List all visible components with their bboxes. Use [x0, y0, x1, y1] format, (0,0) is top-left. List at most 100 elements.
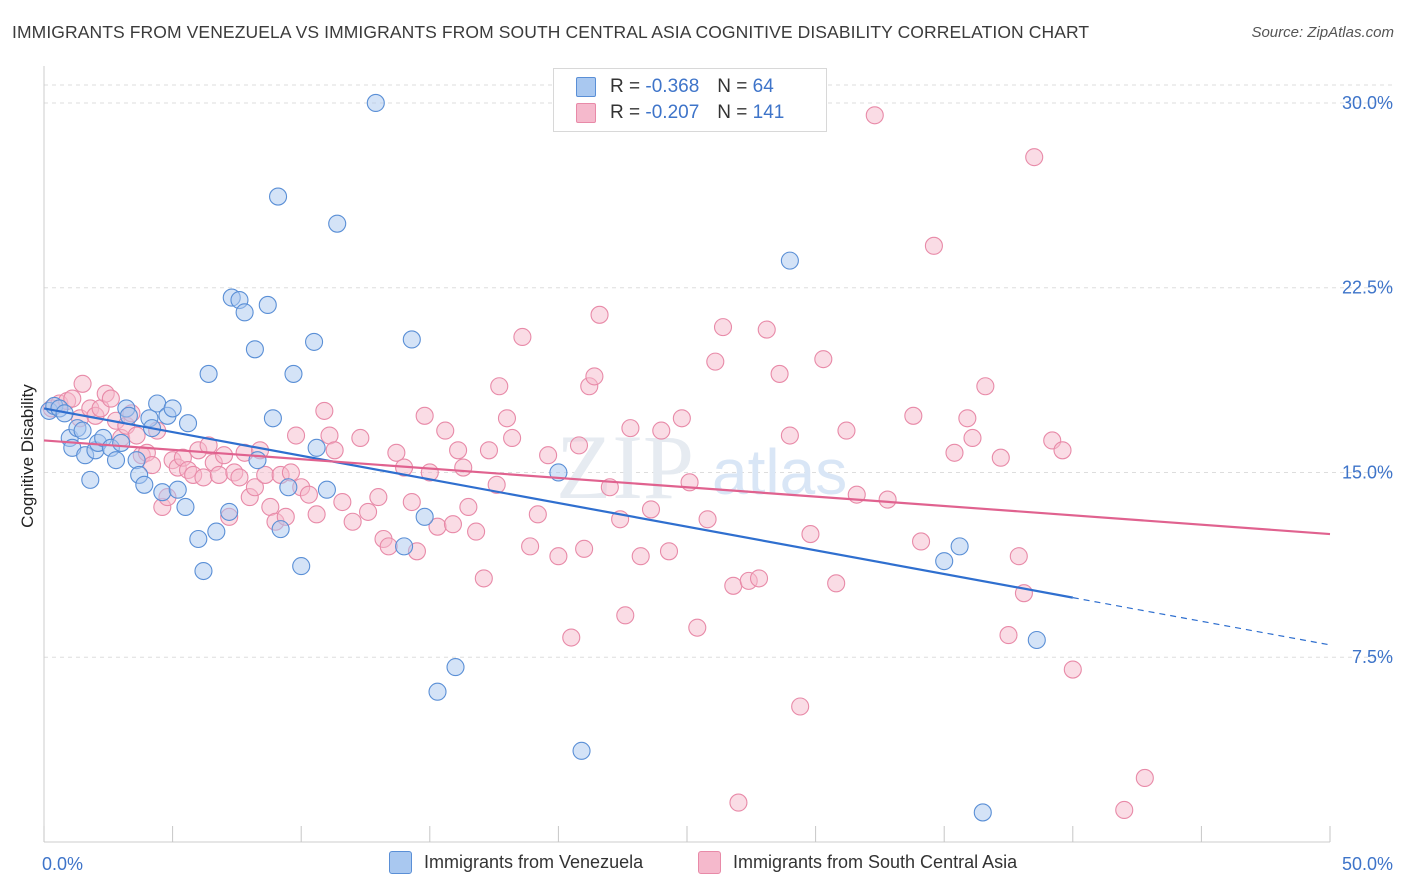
- south-central-asia-point: [706, 352, 725, 371]
- south-central-asia-point: [351, 428, 370, 448]
- south-central-asia-point: [325, 441, 344, 460]
- venezuela-point: [935, 552, 954, 571]
- south-central-asia-point: [443, 515, 462, 534]
- south-central-asia-point: [281, 463, 300, 482]
- south-central-asia-point: [387, 443, 406, 462]
- south-central-asia-point: [814, 350, 833, 369]
- r-value: -0.368: [645, 76, 700, 97]
- south-central-asia-point: [539, 446, 558, 465]
- legend-swatch-venezuela: [576, 77, 596, 97]
- venezuela-point: [1027, 630, 1046, 650]
- venezuela-point: [189, 529, 208, 549]
- south-central-asia-point: [474, 569, 493, 588]
- south-central-asia-point: [837, 421, 856, 440]
- south-central-asia-point: [672, 409, 691, 428]
- south-central-asia-point: [999, 626, 1018, 645]
- venezuela-point: [163, 399, 182, 418]
- watermark: ZIP atlas: [556, 416, 847, 518]
- venezuela-point: [428, 682, 447, 701]
- south-central-asia-point: [454, 458, 473, 477]
- y-tick-label: 15.0%: [1342, 462, 1393, 482]
- south-central-asia-point: [616, 606, 635, 625]
- south-central-asia-point: [590, 305, 609, 324]
- south-central-asia-point: [307, 505, 326, 524]
- venezuela-point: [248, 451, 267, 470]
- data-points: [40, 93, 1154, 822]
- south-central-asia-point: [924, 236, 943, 255]
- south-central-asia-point: [631, 547, 650, 566]
- r-label: R =: [610, 76, 641, 97]
- stats-legend: R = -0.368 N = 64 R = -0.207 N = 141: [553, 68, 827, 132]
- trend-lines: [43, 407, 1331, 646]
- south-central-asia-point: [827, 574, 846, 593]
- south-central-asia-point: [585, 367, 604, 386]
- south-central-asia-point: [379, 537, 398, 556]
- legend-row-south-central-asia: R = -0.207 N = 141: [576, 101, 784, 125]
- south-central-asia-point: [521, 537, 540, 556]
- south-central-asia-point: [487, 475, 506, 494]
- tick-labels: 7.5% 15.0% 22.5% 30.0% 0.0% 50.0%: [42, 93, 1393, 874]
- n-label: N =: [717, 102, 748, 123]
- x-tick-label-max: 50.0%: [1342, 854, 1393, 874]
- south-central-asia-point: [369, 488, 388, 507]
- south-central-asia-point: [415, 406, 434, 425]
- venezuela-point: [271, 520, 290, 539]
- venezuela-point: [780, 251, 799, 270]
- south-central-asia-point: [549, 547, 568, 566]
- venezuela-point: [235, 303, 254, 322]
- venezuela-point: [366, 93, 385, 113]
- venezuela-point: [207, 522, 226, 541]
- south-central-asia-point: [621, 419, 640, 438]
- south-central-asia-point: [976, 377, 995, 396]
- south-central-asia-point: [991, 448, 1010, 467]
- south-central-asia-point: [1053, 441, 1072, 460]
- south-central-asia-point: [749, 569, 769, 588]
- south-central-asia-point: [459, 497, 478, 517]
- n-value: 141: [752, 102, 785, 123]
- venezuela-point: [127, 451, 146, 470]
- venezuela-trend-line: [43, 407, 1073, 599]
- south-central-asia-point: [513, 327, 532, 347]
- south-central-asia-point: [436, 421, 455, 440]
- south-central-asia-point: [757, 320, 776, 339]
- venezuela-point: [220, 502, 239, 521]
- south-central-asia-point: [528, 505, 547, 524]
- south-central-asia-point: [1025, 148, 1044, 167]
- south-central-asia-point: [209, 465, 228, 484]
- south-central-asia-point: [770, 364, 789, 383]
- south-central-asia-point: [729, 793, 748, 812]
- venezuela-point: [269, 187, 288, 206]
- series-legend-south-central-asia: Immigrants from South Central Asia: [698, 851, 1017, 874]
- south-central-asia-point: [299, 485, 318, 504]
- venezuela-point: [106, 451, 126, 470]
- x-tick-label-min: 0.0%: [42, 854, 83, 874]
- venezuela-point: [73, 421, 92, 440]
- venezuela-point: [973, 803, 992, 822]
- chart-title: IMMIGRANTS FROM VENEZUELA VS IMMIGRANTS …: [12, 22, 1090, 42]
- venezuela-point: [81, 470, 100, 489]
- legend-swatch-south-central-asia: [576, 103, 596, 123]
- venezuela-point: [307, 438, 326, 457]
- y-tick-label: 7.5%: [1352, 647, 1393, 667]
- south-central-asia-point: [503, 428, 522, 448]
- venezuela-point: [135, 475, 154, 494]
- south-central-asia-point: [652, 421, 671, 440]
- south-central-asia-point: [467, 522, 486, 541]
- south-central-asia-point: [63, 389, 82, 408]
- south-central-asia-point: [1063, 660, 1082, 679]
- axes: [43, 66, 1331, 843]
- south-central-asia-point: [780, 426, 799, 445]
- venezuela-point: [284, 364, 303, 383]
- south-central-asia-point: [287, 426, 306, 445]
- venezuela-point: [176, 497, 195, 517]
- south-central-asia-trend-line: [43, 439, 1331, 536]
- legend-swatch-venezuela: [389, 851, 412, 874]
- south-central-asia-point: [963, 428, 982, 448]
- south-central-asia-point: [127, 426, 146, 445]
- n-value: 64: [752, 76, 774, 97]
- y-tick-label: 22.5%: [1342, 278, 1393, 298]
- south-central-asia-point: [199, 436, 218, 455]
- south-central-asia-point: [359, 502, 378, 521]
- venezuela-point: [950, 537, 969, 556]
- south-central-asia-point: [724, 576, 743, 595]
